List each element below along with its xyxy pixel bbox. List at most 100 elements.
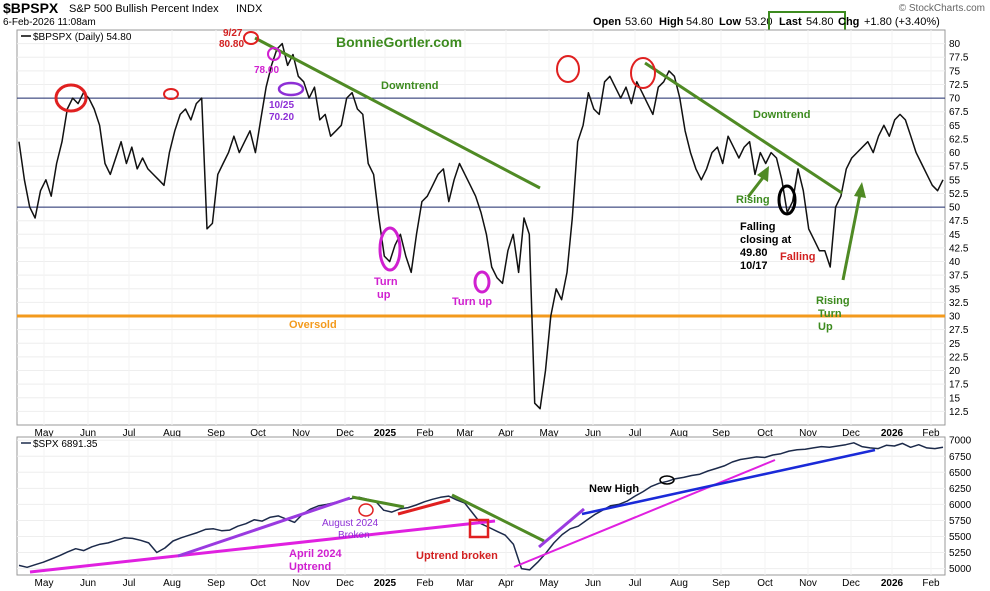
circle-peak-sep27	[243, 31, 259, 45]
trendline-august-2024	[177, 496, 351, 558]
y-tick-label: 57.5	[949, 162, 969, 173]
y-tick-label: 75	[949, 66, 961, 77]
y-tick-label: 67.5	[949, 107, 969, 118]
x-tick-label: Jul	[629, 428, 642, 439]
y-tick-label: 60	[949, 148, 961, 159]
annotation-uptrend-broken: Uptrend broken	[416, 550, 498, 562]
circle-turn-up-1	[378, 226, 402, 272]
x-tick-label: Mar	[456, 578, 474, 589]
circle-peak-aug	[163, 88, 179, 100]
annotation-falling-red: Falling	[780, 251, 815, 263]
trendline-green-1	[351, 495, 405, 509]
x-tick-label: Feb	[922, 428, 940, 439]
trendline-downtrend-2	[644, 61, 843, 195]
y-tick-label: 77.5	[949, 53, 969, 64]
x-tick-label: Jun	[585, 428, 601, 439]
x-tick-label: Nov	[799, 578, 817, 589]
annotation-april-2024: April 2024	[289, 548, 342, 560]
annotation-closing-at: closing at	[740, 234, 792, 246]
upper-panel-frame	[16, 29, 946, 426]
y-tick-label: 70	[949, 94, 961, 105]
x-tick-label: May	[35, 428, 54, 439]
circle-78	[267, 47, 281, 61]
x-tick-label: 2026	[881, 428, 904, 439]
annotation-10-17: 10/17	[740, 260, 768, 272]
trendline-downtrend-1	[254, 36, 541, 190]
x-tick-label: Feb	[416, 428, 434, 439]
bpspx-series-line	[18, 42, 944, 410]
x-tick-label: 2025	[374, 428, 397, 439]
y-tick-label: 45	[949, 230, 961, 241]
y-tick-label: 5000	[949, 564, 972, 575]
x-tick-label: Sep	[207, 578, 225, 589]
circle-new-high	[659, 475, 675, 485]
y-tick-label: 37.5	[949, 271, 969, 282]
x-tick-label: Jun	[80, 428, 96, 439]
x-tick-label: Jun	[585, 578, 601, 589]
x-tick-label: Apr	[498, 578, 514, 589]
circle-turn-up-2	[473, 270, 491, 294]
y-tick-label: 80	[949, 39, 961, 50]
y-tick-label: 27.5	[949, 325, 969, 336]
x-tick-label: Oct	[250, 428, 266, 439]
y-tick-label: 7000	[949, 436, 972, 447]
x-tick-label: Jul	[123, 428, 136, 439]
x-tick-label: Feb	[416, 578, 434, 589]
y-tick-label: 25	[949, 339, 961, 350]
y-tick-label: 6000	[949, 500, 972, 511]
y-tick-label: 65	[949, 121, 961, 132]
y-tick-label: 50	[949, 203, 961, 214]
x-tick-label: Jul	[123, 578, 136, 589]
x-tick-label: Nov	[292, 428, 310, 439]
annotation-up: up	[377, 289, 391, 301]
circle-peak-may	[54, 83, 88, 113]
x-tick-label: Nov	[292, 578, 310, 589]
trendlines-upper	[254, 36, 866, 281]
x-tick-label: Sep	[712, 428, 730, 439]
y-tick-label: 17.5	[949, 380, 969, 391]
trendline-purple-2	[538, 507, 585, 549]
y-tick-label: 32.5	[949, 298, 969, 309]
annotation-august-2024: August 2024	[322, 518, 379, 529]
y-tick-label: 62.5	[949, 134, 969, 145]
y-tick-label: 5250	[949, 548, 972, 559]
index-name: S&P 500 Bullish Percent Index	[69, 3, 219, 15]
box-uptrend-broken	[468, 518, 490, 539]
open-label: Open	[593, 16, 621, 28]
trendline-red	[397, 498, 451, 516]
x-tick-label: Dec	[336, 428, 354, 439]
x-tick-label: Sep	[207, 428, 225, 439]
annotation-website: BonnieGortler.com	[336, 34, 462, 50]
y-tick-label: 22.5	[949, 352, 969, 363]
last-label: Last	[779, 16, 802, 28]
x-tick-label: Feb	[922, 578, 940, 589]
annotation-rising: Rising	[736, 194, 770, 206]
annotation-turn-up: Turn up	[452, 296, 492, 308]
x-tick-label: 2026	[881, 578, 904, 589]
trendline-blue	[581, 448, 876, 516]
trendline-magenta-2	[513, 459, 776, 568]
x-tick-label: Mar	[456, 428, 474, 439]
annotation-rising-2: Rising	[816, 295, 850, 307]
upper-legend: $BPSPX (Daily) 54.80	[33, 32, 132, 43]
open-value: 53.60	[625, 16, 653, 28]
circle-falling-10-17	[777, 184, 797, 216]
x-tick-label: Oct	[757, 578, 773, 589]
x-tick-label: Oct	[757, 428, 773, 439]
annotation-uptrend: Uptrend	[289, 561, 331, 573]
trendline-green-2	[451, 493, 545, 543]
annotations-upper: BonnieGortler.com Downtrend Downtrend 9/…	[219, 28, 850, 333]
x-tick-label: Nov	[799, 428, 817, 439]
y-tick-label: 47.5	[949, 216, 969, 227]
x-tick-label: 2025	[374, 578, 397, 589]
y-tick-label: 12.5	[949, 407, 969, 418]
y-tick-label: 35	[949, 284, 961, 295]
symbol-title: $BPSPX	[3, 0, 59, 16]
y-tick-label: 6750	[949, 452, 972, 463]
low-label: Low	[719, 16, 741, 28]
arrow-rising-2-head	[854, 182, 866, 198]
y-tick-label: 30	[949, 312, 961, 323]
annotations-lower: New High August 2024 Broken April 2024 U…	[289, 483, 639, 573]
high-value: 54.80	[686, 16, 714, 28]
